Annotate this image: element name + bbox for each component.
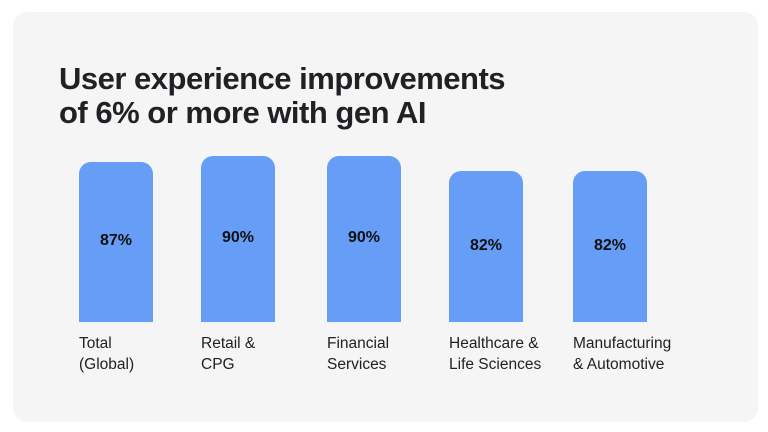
category-label-line: Manufacturing — [573, 335, 672, 352]
bar — [79, 161, 153, 322]
bar — [573, 171, 647, 322]
bar — [201, 156, 275, 322]
value-label: 82% — [593, 236, 627, 254]
category-label-line: Healthcare & — [449, 335, 539, 352]
bar — [327, 156, 401, 322]
title-line-2: of 6% or more with gen AI — [59, 95, 427, 130]
category-label-line: Retail & — [201, 335, 256, 352]
value-label: 90% — [221, 229, 255, 247]
value-label: 90% — [347, 229, 381, 247]
chart-card: User experience improvements of 6% or mo… — [13, 12, 758, 422]
category-label-line: Life Sciences — [449, 356, 542, 373]
category-label-line: & Automotive — [573, 356, 665, 373]
bar — [449, 171, 523, 322]
value-label: 82% — [469, 236, 503, 254]
category-label-line: CPG — [201, 356, 235, 373]
chart-title: User experience improvements of 6% or mo… — [59, 61, 506, 130]
category-label: Total (Global) — [79, 333, 199, 375]
category-label: Financial Services — [327, 333, 447, 375]
category-label-line: (Global) — [79, 356, 135, 373]
category-label-line: Total — [79, 335, 112, 352]
title-line-1: User experience improvements — [59, 61, 506, 96]
category-label: Manufacturing & Automotive — [573, 333, 693, 375]
category-label-line: Services — [327, 356, 387, 373]
value-label: 87% — [99, 231, 133, 249]
category-label-line: Financial — [327, 335, 390, 352]
category-label: Retail & CPG — [201, 333, 321, 375]
category-label: Healthcare & Life Sciences — [449, 333, 569, 375]
